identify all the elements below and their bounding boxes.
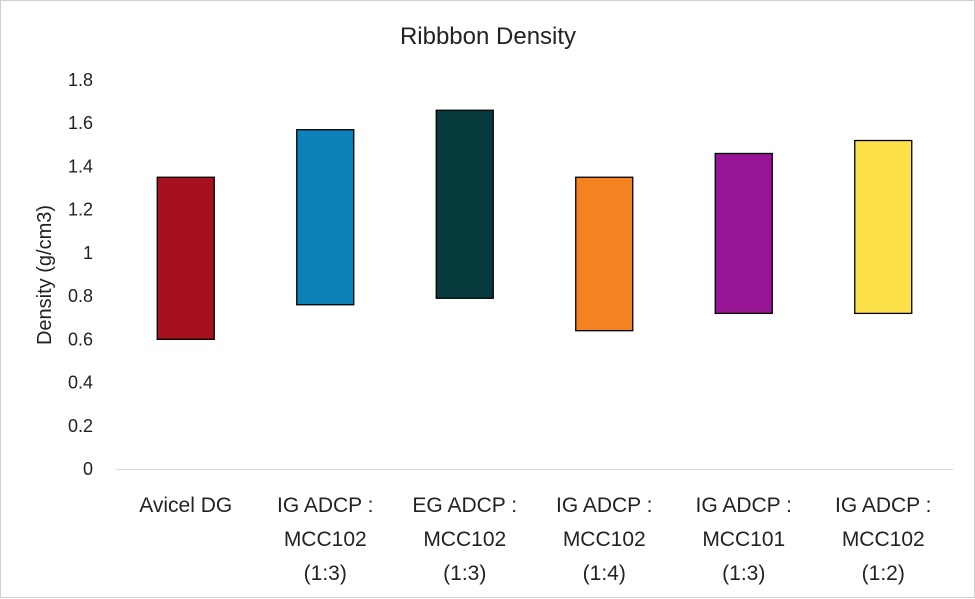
x-category-label: IG ADCP : MCC101 (1:3) — [696, 494, 792, 585]
bar-range — [714, 152, 773, 315]
x-category-label-line: Avicel DG — [139, 494, 232, 517]
x-category-label: IG ADCP : MCC102 (1:4) — [556, 494, 652, 585]
bar-range — [575, 176, 634, 332]
bar-range — [435, 109, 494, 299]
x-category-label-line: IG ADCP : — [696, 494, 792, 517]
x-category-label-line: MCC102 — [423, 528, 506, 551]
x-category-label: IG ADCP : MCC102 (1:2) — [835, 494, 931, 585]
x-category-label: Avicel DG — [139, 494, 232, 517]
chart-title: Ribbbon Density — [400, 23, 576, 50]
bar-range — [156, 176, 215, 340]
y-tick-label: 1.8 — [68, 70, 93, 90]
bar-group — [156, 109, 913, 340]
x-label-group: Avicel DG IG ADCP : MCC102 (1:3) EG ADCP : MC… — [139, 494, 931, 585]
x-category-label-line: MCC102 — [563, 528, 646, 551]
x-category-label-line: IG ADCP : — [835, 494, 931, 517]
x-category-label-line: (1:3) — [722, 562, 765, 585]
bar-range — [296, 129, 355, 306]
x-category-label-line: MCC102 — [842, 528, 925, 551]
x-category-label: EG ADCP : MCC102 (1:3) — [412, 494, 517, 585]
y-tick-label: 0.4 — [68, 373, 93, 393]
y-tick-label: 0.6 — [68, 329, 93, 349]
x-category-label-line: IG ADCP : — [277, 494, 373, 517]
x-category-label-line: EG ADCP : — [412, 494, 517, 517]
x-category-label-line: (1:4) — [583, 562, 626, 585]
y-tick-label: 1.2 — [68, 200, 93, 220]
x-category-label: IG ADCP : MCC102 (1:3) — [277, 494, 373, 585]
y-tick-label: 1.6 — [68, 113, 93, 133]
y-axis-label: Density (g/cm3) — [34, 205, 56, 345]
y-tick-label: 1.4 — [68, 156, 93, 176]
x-category-label-line: (1:3) — [304, 562, 347, 585]
x-category-label-line: MCC102 — [284, 528, 367, 551]
y-tick-label: 1 — [83, 243, 93, 263]
x-category-label-line: (1:2) — [862, 562, 905, 585]
bar-range — [854, 139, 913, 315]
x-category-label-line: MCC101 — [702, 528, 785, 551]
y-tick-label: 0.2 — [68, 416, 93, 436]
y-tick-label: 0 — [83, 459, 93, 479]
x-category-label-line: (1:3) — [443, 562, 486, 585]
y-tick-group: 0 0.2 0.4 0.6 0.8 1 1.2 1.4 1.6 1.8 — [68, 70, 93, 479]
y-tick-label: 0.8 — [68, 286, 93, 306]
x-category-label-line: IG ADCP : — [556, 494, 652, 517]
